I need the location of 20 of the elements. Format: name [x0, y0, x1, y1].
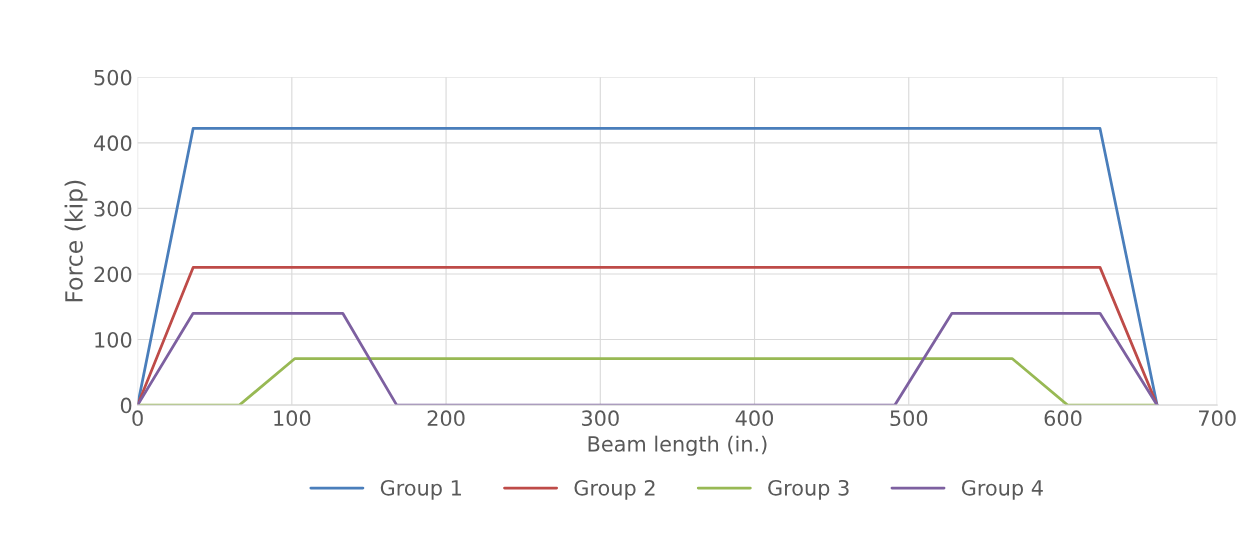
x-tick-label: 0 [132, 410, 143, 427]
x-tick-label: 700 [1199, 410, 1236, 427]
x-tick-label: 300 [582, 410, 619, 427]
y-tick-label: 0 [120, 397, 132, 414]
y-tick-label: 400 [94, 135, 132, 152]
legend-label: Group 4 [961, 479, 1043, 500]
legend-label: Group 3 [768, 479, 849, 500]
x-tick-label: 200 [427, 410, 465, 427]
x-axis-title: Beam length (in.) [588, 435, 767, 456]
y-tick-label: 100 [95, 331, 132, 348]
x-tick-label: 500 [890, 410, 928, 427]
y-tick-label: 500 [94, 69, 132, 86]
legend-label: Group 2 [574, 479, 655, 500]
y-axis-title: Force (kip) [64, 180, 88, 302]
x-tick-label: 100 [274, 410, 311, 427]
y-tick-label: 200 [94, 266, 132, 283]
x-tick-label: 400 [735, 410, 774, 427]
y-tick-label: 300 [94, 200, 132, 217]
legend-label: Group 1 [380, 479, 461, 500]
x-tick-label: 600 [1044, 410, 1082, 427]
